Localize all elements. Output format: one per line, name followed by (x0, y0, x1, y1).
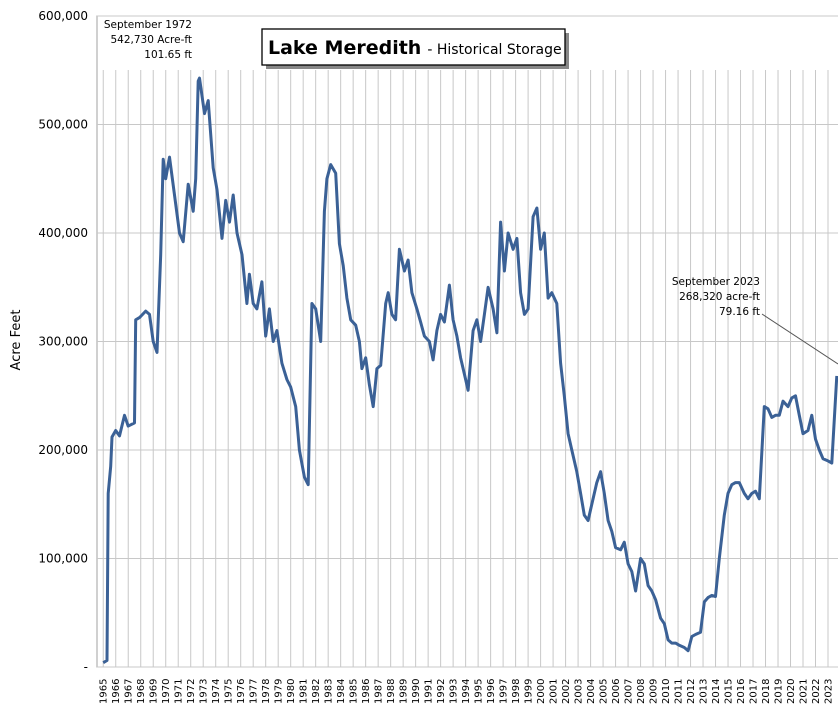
x-tick-label: 1974 (211, 679, 222, 704)
x-tick-label: 2006 (611, 679, 622, 704)
x-tick-label: 2016 (736, 679, 747, 704)
chart-title: Lake Meredith - Historical Storage (268, 37, 562, 59)
x-tick-label: 2004 (586, 679, 597, 704)
title-main: Lake Meredith (268, 37, 421, 59)
x-tick-label: 1990 (411, 679, 422, 704)
y-tick-label: 400,000 (38, 226, 88, 240)
x-tick-label: 2002 (561, 679, 572, 704)
y-tick-label: 300,000 (38, 335, 88, 349)
x-tick-label: 1992 (436, 679, 447, 704)
x-tick-label: 2020 (786, 679, 797, 704)
x-tick-label: 1980 (286, 679, 297, 704)
x-tick-label: 2023 (824, 679, 835, 704)
x-tick-label: 1995 (474, 679, 485, 704)
x-tick-label: 2017 (749, 679, 760, 704)
title-box (261, 28, 566, 66)
annotation-text: 268,320 acre-ft (679, 291, 760, 303)
x-tick-label: 1976 (236, 679, 247, 704)
annotation-text: 542,730 Acre-ft (111, 34, 193, 46)
x-tick-label: 2013 (699, 679, 710, 704)
x-tick-label: 1973 (199, 679, 210, 704)
x-tick-label: 2021 (799, 679, 810, 704)
annotation-leader (761, 313, 838, 365)
x-tick-label: 1965 (99, 679, 110, 704)
x-tick-label: 2010 (661, 679, 672, 704)
y-axis-label: Acre Feet (9, 310, 24, 371)
annotation-text: September 2023 (672, 276, 760, 288)
y-tick-label: 100,000 (38, 552, 88, 566)
annotation-text: 79.16 ft (719, 306, 760, 318)
x-tick-label: 1985 (349, 679, 360, 704)
y-tick-label: 600,000 (38, 9, 88, 23)
x-tick-label: 2000 (536, 679, 547, 704)
x-tick-label: 1968 (136, 679, 147, 704)
x-tick-label: 2014 (711, 679, 722, 704)
x-tick-label: 1986 (361, 679, 372, 704)
x-tick-label: 1991 (424, 679, 435, 704)
title-sub: - Historical Storage (427, 42, 561, 58)
x-tick-label: 1996 (486, 679, 497, 704)
x-tick-label: 1969 (149, 679, 160, 704)
x-tick-label: 1978 (261, 679, 272, 704)
x-tick-label: 1970 (161, 679, 172, 704)
annotation-text: September 1972 (104, 19, 192, 31)
y-tick-label: - (84, 660, 88, 674)
y-tick-label: 200,000 (38, 443, 88, 457)
x-tick-label: 2012 (686, 679, 697, 704)
x-tick-label: 1975 (224, 679, 235, 704)
x-tick-label: 1994 (461, 679, 472, 704)
data-line (102, 76, 838, 664)
x-tick-label: 2015 (724, 679, 735, 704)
x-tick-label: 2011 (674, 679, 685, 704)
x-tick-label: 1971 (174, 679, 185, 704)
x-tick-label: 1966 (111, 679, 122, 704)
x-tick-label: 1979 (274, 679, 285, 704)
x-tick-label: 1984 (336, 679, 347, 704)
x-tick-label: 1982 (311, 679, 322, 704)
x-tick-label: 1988 (386, 679, 397, 704)
x-tick-label: 1997 (499, 679, 510, 704)
x-tick-label: 2019 (774, 679, 785, 704)
x-tick-label: 1987 (374, 679, 385, 704)
x-tick-label: 1999 (524, 679, 535, 704)
x-tick-label: 2018 (761, 679, 772, 704)
x-tick-label: 2008 (636, 679, 647, 704)
x-tick-label: 1983 (324, 679, 335, 704)
x-tick-label: 2007 (624, 679, 635, 704)
x-tick-label: 2005 (599, 679, 610, 704)
x-tick-label: 1989 (399, 679, 410, 704)
x-tick-label: 1967 (124, 679, 135, 704)
x-tick-label: 2009 (649, 679, 660, 704)
annotation-text: 101.65 ft (144, 49, 192, 61)
x-tick-label: 2003 (574, 679, 585, 704)
x-tick-label: 1998 (511, 679, 522, 704)
x-tick-label: 1981 (299, 679, 310, 704)
x-tick-label: 2022 (811, 679, 822, 704)
x-tick-label: 1977 (249, 679, 260, 704)
y-tick-label: 500,000 (38, 118, 88, 132)
x-tick-label: 1993 (449, 679, 460, 704)
x-tick-label: 2001 (549, 679, 560, 704)
x-tick-label: 1972 (186, 679, 197, 704)
